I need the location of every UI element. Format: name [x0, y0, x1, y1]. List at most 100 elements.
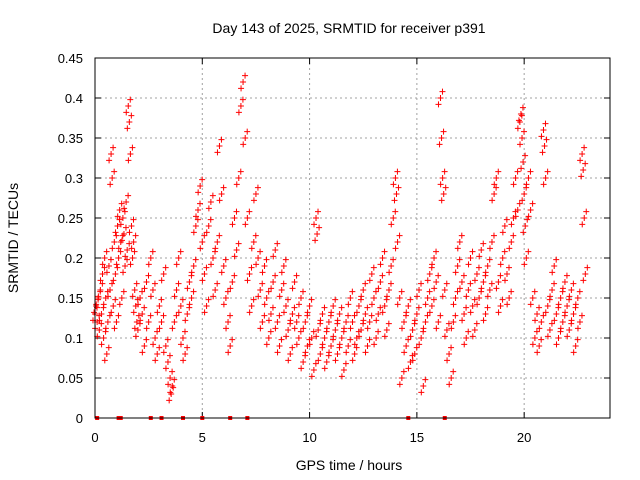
data-point	[235, 240, 242, 247]
data-point	[216, 232, 223, 239]
data-point	[520, 159, 527, 165]
data-point	[330, 303, 337, 309]
data-point	[499, 229, 506, 236]
data-point	[120, 288, 127, 295]
data-point	[118, 237, 125, 244]
data-point	[426, 271, 433, 277]
y-tick-label: 0.4	[65, 91, 83, 106]
data-point	[538, 336, 545, 343]
data-point	[169, 325, 176, 332]
data-point	[551, 263, 558, 269]
data-point	[465, 261, 472, 268]
data-point	[452, 295, 459, 301]
data-point	[551, 280, 558, 287]
data-point	[394, 168, 401, 175]
data-point	[145, 261, 152, 268]
data-point	[508, 239, 515, 245]
data-point	[248, 245, 255, 252]
data-point	[300, 288, 306, 295]
data-point	[431, 285, 438, 292]
data-point	[525, 213, 532, 220]
data-points	[90, 72, 591, 420]
data-point	[314, 231, 321, 237]
data-point	[538, 319, 545, 325]
data-point	[115, 312, 122, 319]
data-point	[145, 319, 152, 325]
data-point	[212, 245, 219, 252]
data-point	[422, 319, 429, 325]
data-point	[248, 264, 255, 271]
y-tick-label: 0.25	[58, 211, 83, 226]
data-point	[190, 229, 197, 236]
data-point	[407, 296, 414, 303]
data-point	[566, 293, 573, 300]
data-point	[553, 341, 560, 348]
data-point	[360, 287, 367, 293]
data-point	[128, 245, 135, 252]
data-point	[99, 271, 106, 277]
data-point	[541, 143, 548, 149]
data-point	[209, 192, 216, 199]
data-point	[532, 317, 539, 324]
data-point	[521, 261, 528, 268]
data-point	[250, 296, 257, 303]
data-point	[431, 255, 438, 261]
data-point	[135, 312, 142, 319]
data-point	[471, 296, 478, 303]
data-point	[143, 279, 150, 285]
data-point	[349, 288, 356, 295]
data-point	[154, 328, 161, 335]
data-point	[503, 216, 510, 223]
data-point	[469, 248, 476, 255]
data-point	[582, 160, 589, 167]
data-point	[207, 216, 214, 223]
data-point	[106, 157, 113, 164]
data-point	[349, 319, 356, 325]
data-point	[484, 304, 491, 311]
data-point	[147, 312, 154, 319]
data-point	[254, 184, 261, 191]
data-point	[377, 304, 384, 311]
data-point	[317, 351, 324, 357]
data-point	[188, 295, 195, 301]
data-point	[238, 85, 245, 92]
data-point	[317, 317, 324, 324]
data-point	[179, 296, 186, 303]
data-point	[122, 253, 129, 260]
data-point	[269, 304, 276, 311]
data-point	[444, 357, 451, 364]
data-point	[338, 373, 345, 380]
data-point	[113, 232, 120, 239]
data-point	[246, 271, 253, 277]
y-axis-title: SRMTID / TECUs	[5, 183, 21, 293]
data-point	[516, 200, 523, 207]
data-point	[98, 341, 105, 348]
data-point	[461, 311, 468, 317]
data-point	[533, 328, 540, 335]
data-point	[413, 344, 420, 351]
data-point	[579, 151, 586, 157]
data-point	[103, 269, 110, 276]
data-point	[517, 141, 524, 148]
data-point	[227, 312, 234, 319]
data-point	[216, 197, 223, 204]
data-point	[581, 215, 588, 221]
data-point	[514, 168, 521, 175]
chart-title: Day 143 of 2025, SRMTID for receiver p39…	[212, 20, 485, 36]
data-point	[212, 287, 219, 293]
data-point	[542, 120, 549, 127]
data-point	[373, 335, 380, 341]
data-point	[158, 296, 165, 303]
data-point	[426, 288, 433, 295]
data-point	[446, 381, 453, 388]
data-point	[459, 317, 466, 324]
data-point	[99, 261, 106, 268]
data-point	[154, 309, 161, 316]
data-point	[332, 357, 339, 364]
data-point	[508, 221, 515, 228]
data-point	[529, 295, 536, 301]
data-point	[574, 325, 581, 332]
data-point	[229, 279, 236, 285]
data-point	[203, 229, 210, 236]
data-point	[108, 309, 115, 316]
